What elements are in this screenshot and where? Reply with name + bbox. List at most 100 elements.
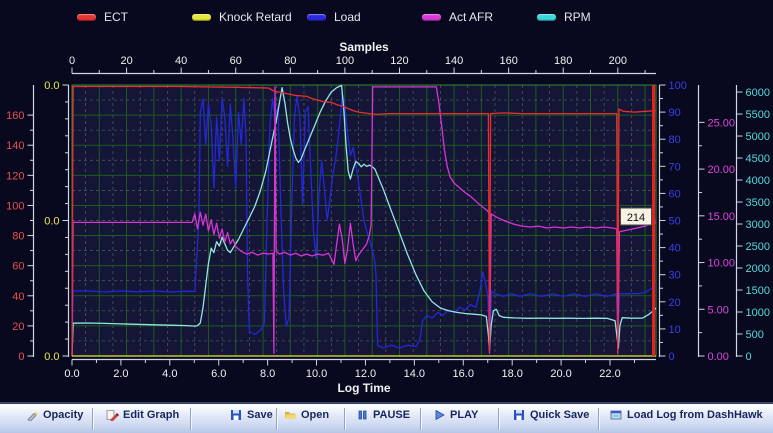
save-button[interactable]: Save (230, 409, 273, 421)
pause-button[interactable]: PAUSE (356, 409, 410, 421)
log-time-tick-label: 22.0 (599, 368, 620, 380)
samples-tick-label: 0 (69, 55, 75, 67)
afr-tick-label: 20.00 (708, 164, 736, 176)
pause-icon (358, 410, 367, 420)
rpm-tick-label: 2500 (746, 241, 770, 253)
log-time-tick-label: 4.0 (162, 368, 177, 380)
open-button-label: Open (301, 409, 330, 421)
afr-tick-label: 0.00 (708, 351, 729, 363)
opacity-icon (27, 412, 38, 421)
open-button[interactable]: Open (284, 409, 329, 421)
toolbar-separator (92, 408, 93, 430)
samples-axis-title: Samples (339, 40, 389, 54)
knock-axis: 0.0 0.0 0.0 (44, 80, 70, 363)
samples-tick-label: 80 (284, 55, 296, 67)
log-time-axis: 0.0 2.0 4.0 6.0 8.0 10.0 12.0 14.0 16.0 18.0 20.0 2… (64, 358, 656, 380)
samples-axis: 0 20 40 60 80 100 120 140 160 180 200 (69, 55, 656, 75)
rpm-series-line (71, 84, 657, 357)
samples-tick-label: 60 (230, 55, 242, 67)
samples-tick-label: 120 (390, 55, 408, 67)
log-time-tick-label: 0.0 (64, 368, 79, 380)
rpm-tick-label: 6000 (746, 87, 770, 99)
log-time-tick-label: 18.0 (501, 368, 522, 380)
ect-tick-label: 20 (12, 321, 24, 333)
rpm-tick-label: 3500 (746, 197, 770, 209)
load-log-icon (610, 410, 622, 420)
legend-item-act-afr[interactable]: Act AFR (422, 10, 493, 24)
log-time-tick-label: 16.0 (453, 368, 474, 380)
load-tick-label: 100 (669, 80, 687, 92)
samples-tick-label: 180 (554, 55, 572, 67)
load-tick-label: 30 (669, 270, 681, 282)
quick-save-icon (514, 410, 524, 420)
edit-graph-button-label: Edit Graph (123, 409, 180, 421)
legend-item-rpm[interactable]: RPM (537, 10, 591, 24)
rpm-tick-label: 4500 (746, 153, 770, 165)
load-tick-label: 10 (669, 324, 681, 336)
legend-swatch (537, 13, 556, 21)
rpm-tick-label: 3000 (746, 219, 770, 231)
legend-swatch (77, 13, 96, 21)
toolbar-separator (190, 408, 191, 430)
rpm-tick-label: 5500 (746, 109, 770, 121)
play-icon (435, 409, 445, 421)
log-time-tick-label: 6.0 (211, 368, 226, 380)
rpm-tick-label: 0 (746, 351, 752, 363)
ect-series-line (71, 85, 657, 357)
afr-tick-label: 25.00 (708, 117, 736, 129)
pause-button-label: PAUSE (373, 409, 411, 421)
afr-tick-label: 15.00 (708, 211, 736, 223)
legend-label: ECT (104, 10, 128, 24)
afr-tick-label: 5.00 (708, 304, 729, 316)
samples-tick-label: 160 (499, 55, 517, 67)
legend-item-ect[interactable]: ECT (77, 10, 128, 24)
load-log-button[interactable]: Load Log from DashHawk (610, 409, 763, 421)
grid (72, 85, 656, 356)
log-time-axis-title: Log Time (337, 381, 391, 395)
opacity-button[interactable]: Opacity (26, 409, 83, 421)
legend-swatch (307, 13, 326, 21)
knock-tick-label: 0.0 (44, 216, 59, 228)
samples-tick-label: 20 (120, 55, 132, 67)
cursor-value-label: 214 (627, 212, 645, 224)
rpm-tick-label: 1000 (746, 307, 770, 319)
ect-tick-label: 40 (12, 291, 24, 303)
legend-item-load[interactable]: Load (307, 10, 361, 24)
toolbar-separator (344, 408, 345, 430)
quick-save-button[interactable]: Quick Save (513, 409, 589, 421)
opacity-button-label: Opacity (43, 409, 84, 421)
save-button-label: Save (247, 409, 273, 421)
legend-swatch (192, 13, 211, 21)
rpm-tick-label: 1500 (746, 285, 770, 297)
toolbar-separator (276, 408, 277, 430)
load-tick-label: 50 (669, 216, 681, 228)
log-chart: 0 20 40 60 80 100 120 140 160 180 2000.0 2.0 4.0 6.0 8… (6, 55, 770, 380)
log-time-tick-label: 12.0 (355, 368, 376, 380)
rpm-tick-label: 500 (746, 329, 764, 341)
quick-save-button-label: Quick Save (530, 409, 590, 421)
legend-item-knock-retard[interactable]: Knock Retard (192, 10, 292, 24)
load-tick-label: 80 (669, 134, 681, 146)
legend-label: Load (334, 10, 361, 24)
rpm-tick-label: 5000 (746, 131, 770, 143)
open-icon (285, 412, 297, 419)
ect-tick-label: 0 (18, 351, 24, 363)
legend-label: Knock Retard (219, 10, 292, 24)
samples-tick-label: 140 (445, 55, 463, 67)
play-button[interactable]: PLAY (433, 409, 478, 421)
window-edge (0, 402, 773, 404)
knock-tick-label: 0.0 (44, 351, 59, 363)
toolbar-separator (420, 408, 421, 430)
edit-graph-button[interactable]: Edit Graph (106, 409, 179, 421)
load-tick-label: 70 (669, 161, 681, 173)
samples-tick-label: 200 (609, 55, 627, 67)
cursor-value-box (620, 207, 652, 226)
ect-tick-label: 160 (6, 110, 24, 122)
samples-tick-label: 100 (336, 55, 354, 67)
load-axis: 0 10 20 30 40 50 60 70 80 90 100 (658, 80, 687, 363)
rpm-tick-label: 2000 (746, 263, 770, 275)
load-tick-label: 20 (669, 297, 681, 309)
legend-label: Act AFR (449, 10, 494, 24)
ect-tick-label: 100 (6, 200, 24, 212)
save-icon (231, 410, 241, 420)
